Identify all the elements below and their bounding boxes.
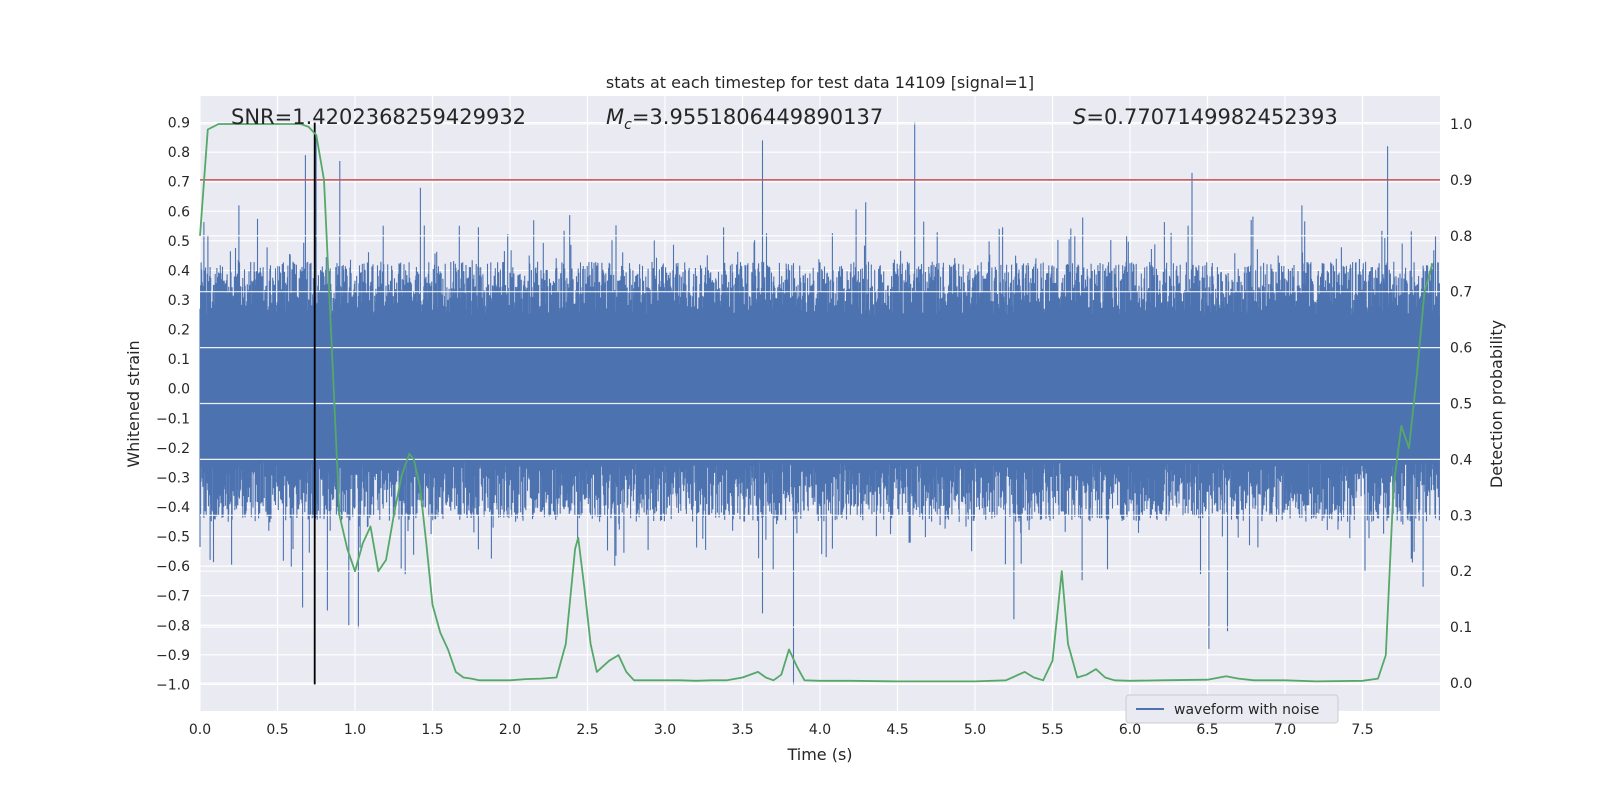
y-right-tick-label: 0.3 (1450, 508, 1472, 524)
y-left-tick-label: 0.4 (168, 263, 190, 279)
legend: waveform with noise (1125, 694, 1339, 724)
y-left-tick-label: −0.4 (156, 500, 190, 516)
y-right-tick-labels: 0.0 0.1 0.2 0.3 0.4 0.5 0.6 0.7 0.8 0.9 1.0 (1450, 117, 1472, 692)
y-left-tick-label: −0.8 (156, 618, 190, 634)
y-left-tick-label: −0.1 (156, 411, 190, 427)
y-left-tick-label: −0.3 (156, 470, 190, 486)
x-tick-label: 5.5 (1041, 722, 1063, 738)
probability-line (199, 123, 1434, 683)
y-right-tick-label: 0.0 (1450, 676, 1472, 692)
strain-series (199, 122, 1440, 685)
s-value: =0.7707149982452393 (1086, 105, 1337, 129)
x-tick-label: 1.5 (421, 722, 443, 738)
x-tick-label: 7.0 (1274, 722, 1296, 738)
x-tick-label: 1.0 (344, 722, 366, 738)
y-left-tick-label: −0.9 (156, 648, 190, 664)
y-left-tick-label: 0.3 (168, 293, 190, 309)
x-tick-label: 3.0 (654, 722, 676, 738)
y-right-tick-label: 0.8 (1450, 229, 1472, 245)
y-left-tick-label: −0.6 (156, 559, 190, 575)
x-tick-label: 4.5 (886, 722, 908, 738)
y-right-tick-label: 0.1 (1450, 620, 1472, 636)
y-left-tick-label: 0.0 (168, 382, 190, 398)
x-tick-label: 2.0 (499, 722, 521, 738)
mc-subscript: c (624, 117, 632, 133)
legend-box (1125, 694, 1339, 724)
y-right-tick-label: 0.2 (1450, 564, 1472, 580)
snr-annotation: SNR=1.4202368259429932 (231, 105, 526, 129)
y-right-tick-label: 0.4 (1450, 452, 1472, 468)
chirp-mass-annotation: Mc=3.9551806449890137 (606, 105, 883, 133)
y-left-tick-label: −0.5 (156, 530, 190, 546)
x-tick-label: 3.5 (731, 722, 753, 738)
s-symbol: S (1073, 105, 1086, 129)
y-right-tick-label: 0.7 (1450, 285, 1472, 301)
y-left-tick-label: 0.2 (168, 323, 190, 339)
overlay-lines (200, 122, 1440, 685)
legend-label: waveform with noise (1174, 702, 1319, 718)
y-left-tick-label: 0.1 (168, 352, 190, 368)
x-tick-label: 5.0 (964, 722, 986, 738)
strain-core-band (200, 317, 1440, 460)
y-left-axis-label: Whitened strain (124, 340, 143, 467)
x-axis-label: Time (s) (786, 745, 852, 764)
chart-title: stats at each timestep for test data 141… (606, 73, 1034, 92)
y-left-tick-label: 0.6 (168, 204, 190, 220)
x-tick-labels: 0.0 0.5 1.0 1.5 2.0 2.5 3.0 3.5 4.0 4.5 5.0 5.5 6.0 6… (189, 722, 1374, 738)
probability-series (199, 123, 1434, 683)
right-axis-gridlines (200, 123, 1440, 684)
y-left-tick-label: −0.2 (156, 441, 190, 457)
mc-value: =3.9551806449890137 (632, 105, 883, 129)
y-right-tick-label: 0.9 (1450, 173, 1472, 189)
y-left-tick-label: 0.7 (168, 175, 190, 191)
x-tick-label: 2.5 (576, 722, 598, 738)
y-left-tick-label: 0.9 (168, 116, 190, 132)
x-tick-label: 0.5 (266, 722, 288, 738)
x-tick-label: 7.5 (1351, 722, 1373, 738)
x-tick-label: 6.0 (1119, 722, 1141, 738)
y-left-tick-label: −1.0 (156, 677, 190, 693)
y-right-tick-label: 0.6 (1450, 341, 1472, 357)
y-left-tick-labels: −1.0 −0.9 −0.8 −0.7 −0.6 −0.5 −0.4 −0.3 −0.2 −0.1… (156, 116, 190, 694)
x-tick-label: 6.5 (1196, 722, 1218, 738)
y-left-tick-label: 0.8 (168, 145, 190, 161)
y-left-tick-label: 0.5 (168, 234, 190, 250)
y-right-axis-label: Detection probability (1487, 320, 1506, 488)
x-tick-label: 0.0 (189, 722, 211, 738)
y-right-tick-label: 0.5 (1450, 397, 1472, 413)
mc-symbol: M (606, 105, 624, 129)
y-right-tick-label: 1.0 (1450, 117, 1472, 133)
s-annotation: S=0.7707149982452393 (1073, 105, 1338, 129)
x-tick-label: 4.0 (809, 722, 831, 738)
y-left-tick-label: −0.7 (156, 589, 190, 605)
